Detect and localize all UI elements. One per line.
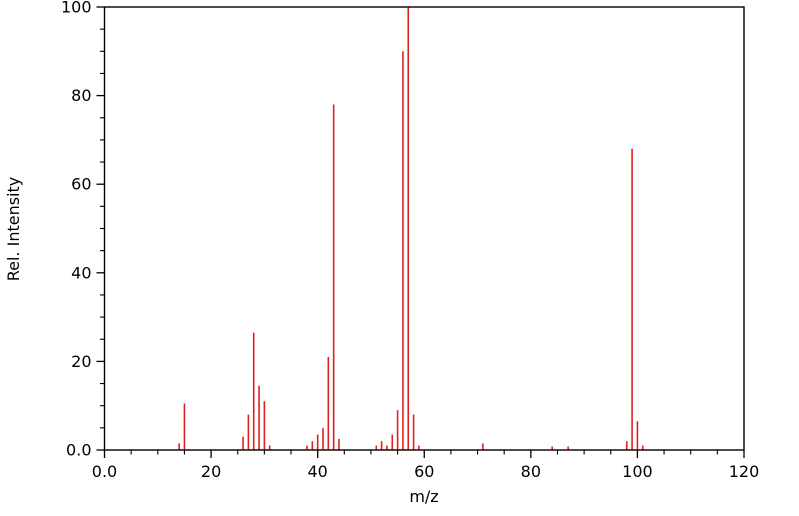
x-tick-label: 60 [414,462,434,481]
y-tick-label: 0.0 [66,441,91,460]
x-tick-label: 20 [201,462,221,481]
y-tick-label: 60 [71,175,91,194]
x-tick-label: 80 [521,462,541,481]
x-tick-label: 40 [307,462,327,481]
plot-border [103,6,745,451]
y-tick-label: 80 [71,86,91,105]
x-axis-title: m/z [409,487,439,506]
y-tick-label: 100 [61,0,92,17]
x-tick-label: 120 [729,462,760,481]
y-axis-title: Rel. Intensity [4,176,23,282]
y-tick-label: 40 [71,263,91,282]
y-tick-label: 20 [71,352,91,371]
x-tick-label: 100 [622,462,653,481]
x-tick-label: 0.0 [92,462,117,481]
